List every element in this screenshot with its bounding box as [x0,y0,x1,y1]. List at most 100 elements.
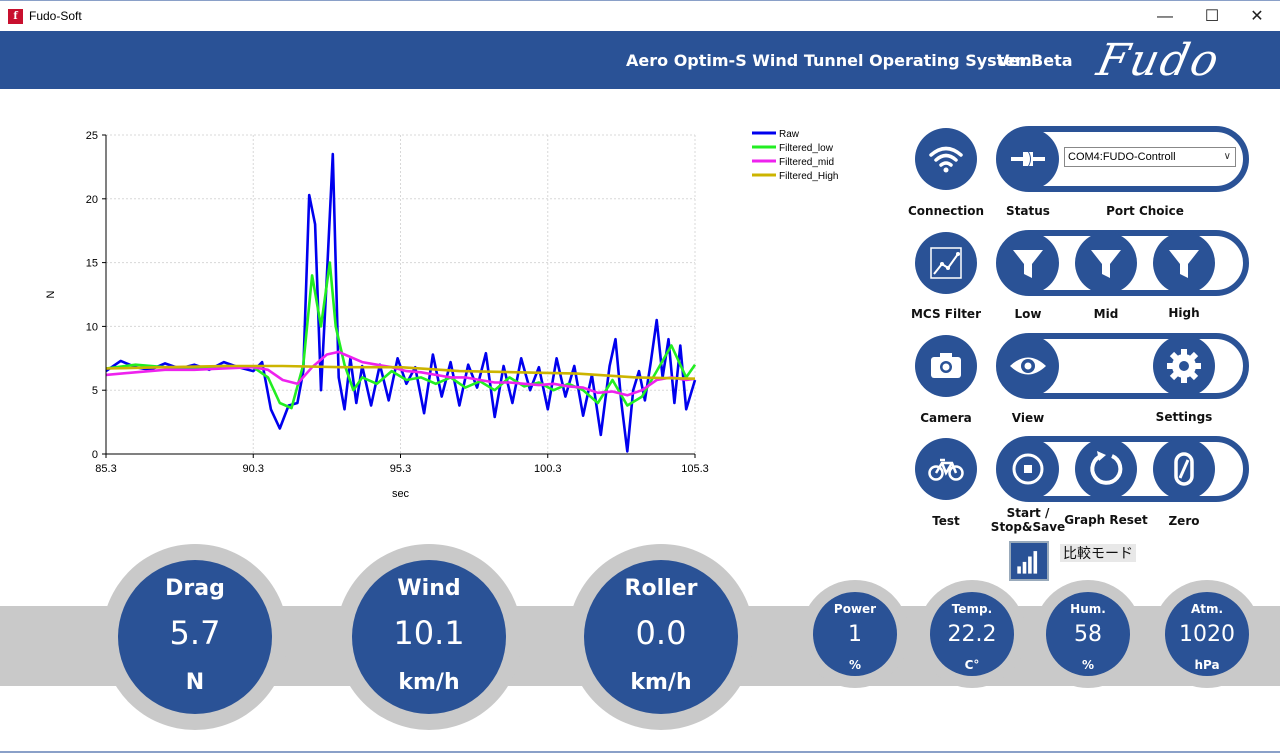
mid-label: Mid [1093,307,1119,321]
start-stop-button[interactable] [997,438,1059,500]
wind-unit: km/h [398,670,460,695]
mid-filter-button[interactable] [1075,232,1137,294]
record-icon [1012,453,1044,485]
y-tick-label: 15 [86,258,98,270]
app-icon: f [8,9,23,24]
app-header: Aero Optim-S Wind Tunnel Operating Syste… [0,31,1280,89]
camera-icon [931,353,961,378]
app-title: Aero Optim-S Wind Tunnel Operating Syste… [626,51,1032,70]
reset-icon [1090,451,1123,485]
temp-gauge: Temp. 22.2 C° [930,592,1014,676]
gear-icon [1167,349,1201,383]
drag-unit: N [185,670,205,695]
connection-label: Connection [907,204,985,218]
chart-legend: Raw Filtered_low Filtered_mid Filtered_High [752,129,838,182]
graph-reset-button[interactable] [1075,438,1137,500]
atm-gauge: Atm. 1020 hPa [1165,592,1249,676]
chart-line-icon [930,247,962,279]
roller-unit: km/h [630,670,692,695]
high-label: High [1168,306,1200,320]
legend-label: Filtered_High [779,171,838,182]
connection-button[interactable] [915,128,977,190]
window-bottom-border [0,751,1280,753]
power-unit: % [848,658,862,672]
start-label-line1: Start / [1006,506,1050,520]
roller-gauge: Roller 0.0 km/h [584,560,738,714]
wind-value: 10.1 [393,614,465,652]
low-label: Low [1014,307,1042,321]
chevron-down-icon: ∨ [1223,151,1231,162]
funnel-icon [1013,250,1043,278]
status-button[interactable] [997,128,1059,190]
y-tick-label: 5 [92,385,98,397]
eye-icon [1010,357,1046,375]
force-chart: 85.3 90.3 95.3 100.3 105.3 0 5 10 15 20 25 sec N Raw… [45,129,838,500]
drag-title: Drag [165,576,225,601]
fudo-logo: Fudo [1092,35,1225,86]
graph-reset-label: Graph Reset [1064,513,1148,527]
wind-title: Wind [397,576,461,601]
settings-label: Settings [1155,410,1213,424]
x-tick-label: 85.3 [95,463,116,475]
test-label: Test [932,514,960,528]
chart-series [105,152,697,453]
x-tick-label: 100.3 [534,463,562,475]
minimize-button[interactable]: — [1157,8,1173,25]
x-tick-label: 95.3 [390,463,411,475]
roller-value: 0.0 [635,614,687,652]
view-button[interactable] [997,335,1059,397]
camera-label: Camera [920,411,972,425]
test-button[interactable] [915,438,977,500]
mcs-filter-label: MCS Filter [910,307,981,321]
low-filter-button[interactable] [997,232,1059,294]
settings-button[interactable] [1153,335,1215,397]
bar-chart-icon [1017,551,1038,574]
legend-label: Filtered_low [779,143,834,154]
y-tick-label: 10 [86,321,98,333]
plot-area [106,135,695,454]
window-title: Fudo-Soft [29,9,82,23]
drag-value: 5.7 [169,614,221,652]
series-line-filtered_mid [105,350,696,397]
series-line-filtered_high [105,364,696,380]
compare-mode-label: 比較モード [1060,544,1136,562]
view-label: View [1011,411,1045,425]
hum-title: Hum. [1070,602,1106,616]
x-tick-label: 105.3 [681,463,709,475]
bicycle-icon [928,458,964,481]
hum-value: 58 [1074,622,1102,647]
zero-icon [1174,452,1194,486]
zero-button[interactable] [1153,438,1215,500]
chart-axes: 85.3 90.3 95.3 100.3 105.3 0 5 10 15 20 25 sec N [45,130,709,500]
high-filter-button[interactable] [1153,232,1215,294]
chart-grid [105,134,696,455]
roller-title: Roller [624,576,698,601]
power-title: Power [833,602,877,616]
close-button[interactable]: ✕ [1250,8,1264,25]
y-tick-label: 0 [92,449,98,461]
hum-unit: % [1081,658,1095,672]
temp-title: Temp. [951,602,993,616]
y-tick-label: 20 [86,194,98,206]
port-choice-label: Port Choice [1106,204,1184,218]
compare-mode-button[interactable] [1009,541,1049,581]
drag-gauge: Drag 5.7 N [118,560,272,714]
wind-gauge: Wind 10.1 km/h [352,560,506,714]
mcs-filter-button[interactable] [915,232,977,294]
zero-label: Zero [1168,514,1200,528]
temp-value: 22.2 [947,622,997,647]
window-titlebar: f Fudo-Soft — ☐ ✕ [0,0,1280,31]
x-axis-label: sec [392,488,410,500]
power-gauge: Power 1 % [813,592,897,676]
port-select[interactable]: COM4:FUDO-Controll ∨ [1064,147,1236,167]
start-label-line2: Stop&Save [990,520,1066,534]
maximize-button[interactable]: ☐ [1204,8,1220,25]
atm-unit: hPa [1194,658,1220,672]
app-version: Ver.Beta [997,51,1073,70]
series-line-raw [105,152,697,453]
wifi-icon [929,146,963,173]
atm-value: 1020 [1179,622,1235,647]
temp-unit: C° [964,658,980,672]
camera-button[interactable] [915,335,977,397]
